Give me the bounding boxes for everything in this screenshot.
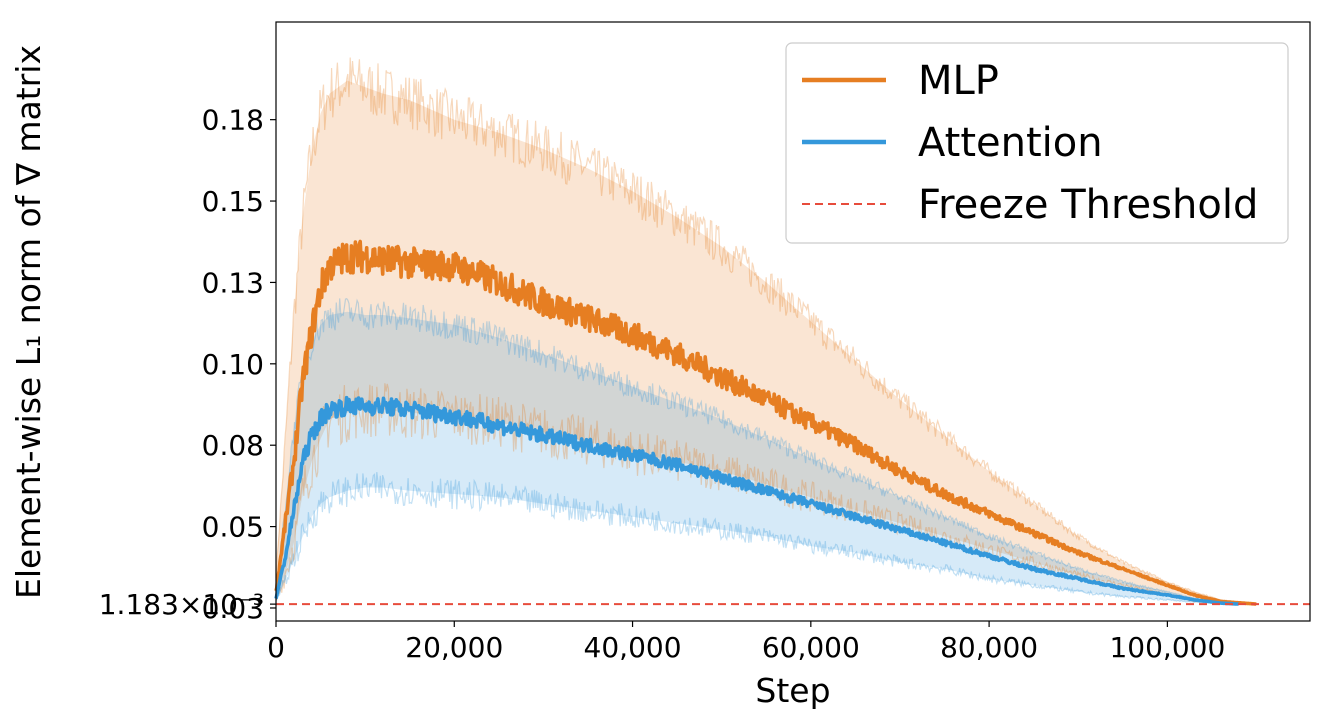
mlp-lower-trace bbox=[275, 383, 1257, 605]
x-tick-label: 20,000 bbox=[405, 631, 503, 664]
legend-item: Freeze Threshold bbox=[802, 182, 1258, 228]
series-lines bbox=[274, 239, 1310, 606]
y-tick-label-threshold: 1.183×10⁻³ bbox=[99, 588, 264, 621]
legend-label: MLP bbox=[918, 58, 999, 104]
y-tick-label: 0.10 bbox=[202, 348, 264, 381]
x-tick-label: 100,000 bbox=[1109, 631, 1225, 664]
x-tick-label: 60,000 bbox=[762, 631, 860, 664]
attention-line bbox=[274, 395, 1240, 606]
legend-item: MLP bbox=[802, 58, 999, 104]
x-tick-label: 0 bbox=[267, 631, 285, 664]
attention-upper-trace bbox=[275, 297, 1238, 605]
mlp-upper-trace bbox=[275, 57, 1257, 605]
confidence-bands bbox=[276, 80, 1257, 605]
legend: MLP Attention Freeze Threshold bbox=[785, 42, 1289, 244]
plot-area-frame bbox=[275, 21, 1311, 622]
legend-box bbox=[785, 42, 1289, 244]
attention-band bbox=[276, 311, 1239, 605]
noisy-series-traces bbox=[275, 57, 1257, 605]
x-tick-label: 40,000 bbox=[584, 631, 682, 664]
x-tick-label: 80,000 bbox=[940, 631, 1038, 664]
x-axis-title: Step bbox=[755, 671, 830, 710]
y-tick-label: 0.18 bbox=[202, 104, 264, 137]
legend-item: Attention bbox=[802, 120, 1103, 166]
mlp-band bbox=[276, 80, 1257, 605]
mlp-line bbox=[274, 239, 1258, 606]
legend-label: Freeze Threshold bbox=[918, 182, 1258, 228]
y-tick-label: 0.05 bbox=[202, 511, 264, 544]
legend-label: Attention bbox=[918, 120, 1103, 166]
y-axis-title: Element-wise L₁ norm of ∇ matrix bbox=[9, 45, 48, 599]
y-axis: 0.03 0.05 0.08 0.10 0.13 0.15 0.18 1.183×10⁻³ bbox=[99, 104, 276, 625]
y-tick-label: 0.15 bbox=[202, 185, 264, 218]
x-axis: 0 20,000 40,000 60,000 80,000 100,000 bbox=[267, 621, 1225, 664]
y-tick-label: 0.03 bbox=[202, 592, 264, 625]
y-tick-label: 0.08 bbox=[202, 429, 264, 462]
attention-lower-trace bbox=[275, 472, 1238, 605]
y-tick-label: 0.13 bbox=[202, 266, 264, 299]
